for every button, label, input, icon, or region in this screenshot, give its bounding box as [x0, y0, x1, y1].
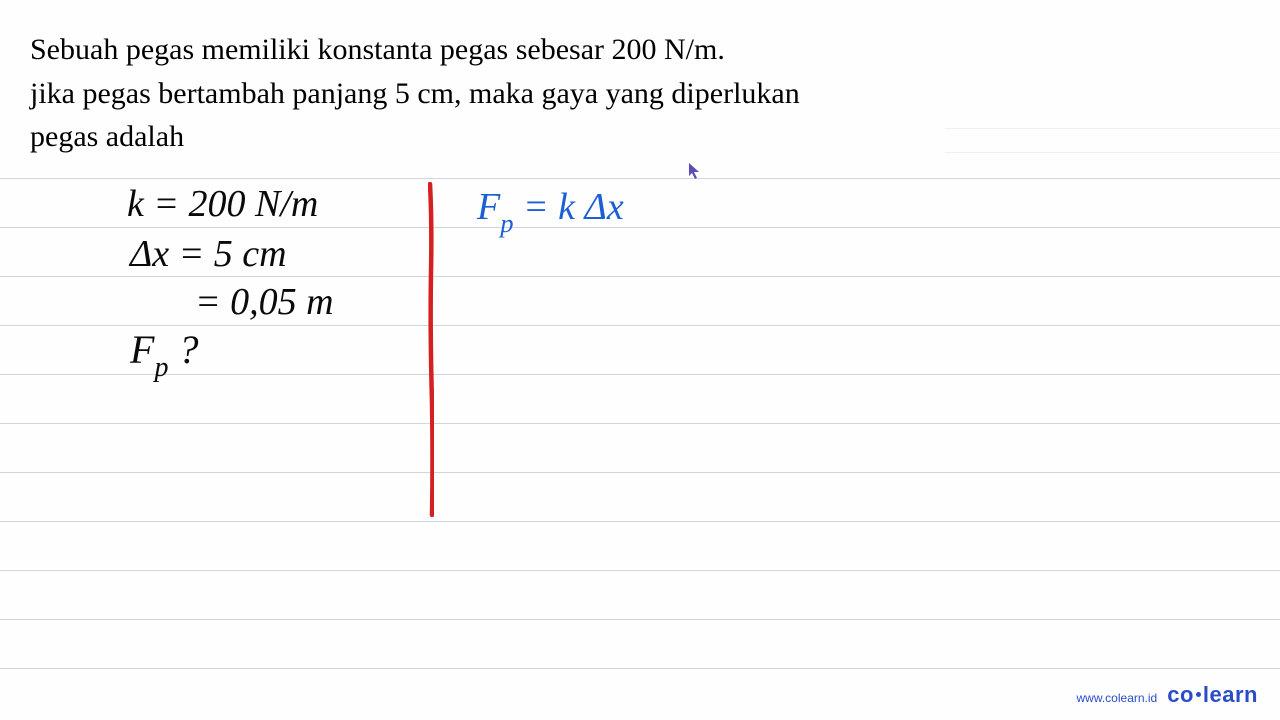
ruled-line — [0, 227, 1280, 228]
formula-f: F — [477, 186, 500, 228]
ruled-line — [945, 152, 1280, 153]
formula-p-sub: p — [500, 208, 513, 238]
ruled-line — [0, 178, 1280, 179]
given-dx-m: = 0,05 m — [195, 280, 334, 324]
divider-line — [428, 182, 434, 517]
given-dx-cm: Δx = 5 cm — [130, 232, 287, 276]
ruled-line — [0, 521, 1280, 522]
watermark-brand: colearn — [1167, 682, 1258, 708]
find-p-sub: p — [154, 352, 168, 383]
problem-line-2: jika pegas bertambah panjang 5 cm, maka … — [30, 72, 800, 116]
ruled-line — [0, 423, 1280, 424]
ruled-line — [0, 276, 1280, 277]
ruled-line — [0, 570, 1280, 571]
watermark: www.colearn.id colearn — [1077, 682, 1258, 708]
ruled-line — [0, 472, 1280, 473]
given-k: k = 200 N/m — [127, 182, 318, 226]
problem-statement: Sebuah pegas memiliki konstanta pegas se… — [30, 28, 800, 159]
ruled-line — [0, 668, 1280, 669]
problem-line-1: Sebuah pegas memiliki konstanta pegas se… — [30, 28, 800, 72]
cursor-icon — [688, 162, 702, 180]
find-f: F — [130, 327, 154, 372]
brand-pre: co — [1167, 682, 1194, 707]
problem-line-3: pegas adalah — [30, 115, 800, 159]
ruled-line — [0, 619, 1280, 620]
ruled-line — [945, 128, 1280, 129]
given-find: Fp ? — [130, 326, 198, 380]
formula-hookes-law: Fp = k Δx — [477, 185, 624, 235]
find-q: ? — [168, 327, 198, 372]
brand-post: learn — [1203, 682, 1258, 707]
watermark-url: www.colearn.id — [1077, 691, 1158, 705]
brand-dot-icon — [1196, 692, 1201, 697]
formula-rest: = k Δx — [514, 186, 624, 228]
